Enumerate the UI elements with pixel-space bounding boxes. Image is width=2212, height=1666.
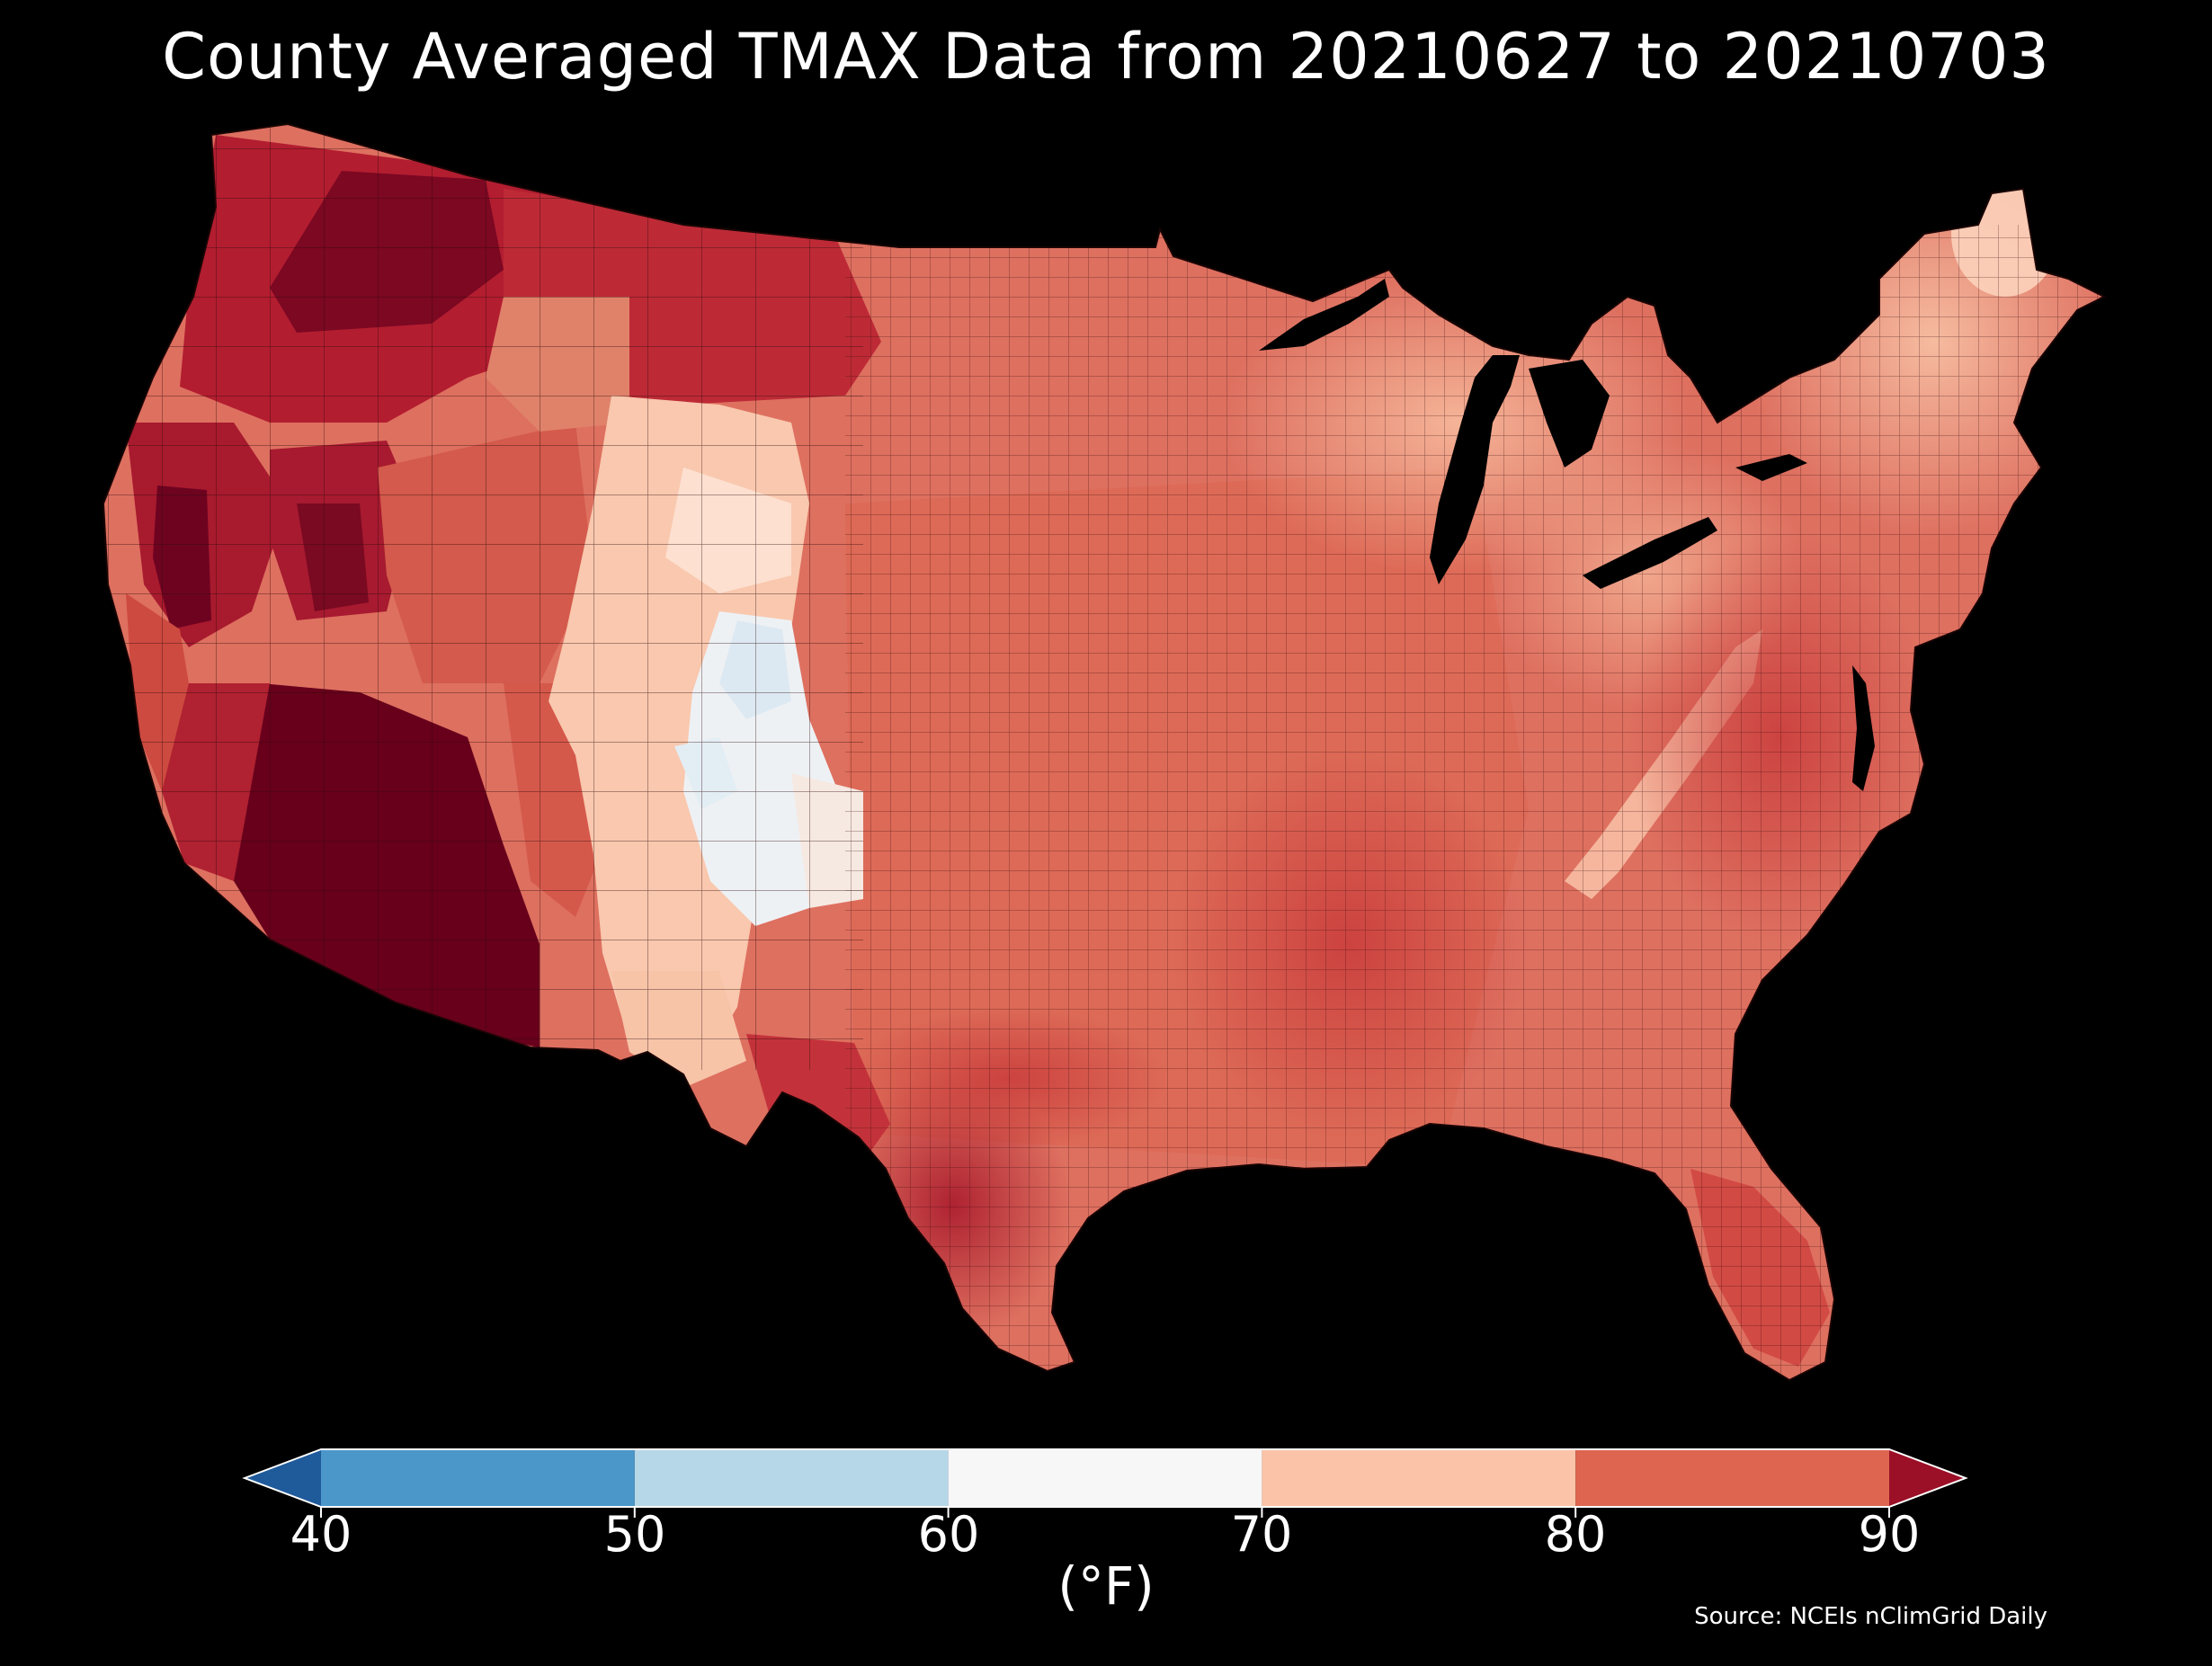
chesapeake-bay (1852, 665, 1875, 791)
colorbar-extend-high (1889, 1449, 1966, 1507)
colorbar-bin-80-90 (1575, 1449, 1889, 1507)
lake-superior (1259, 279, 1389, 351)
colorbar-bin-40-50 (321, 1449, 635, 1507)
colorbar-unit-label: (°F) (1057, 1555, 1155, 1617)
colorbar-bin-70-80 (1262, 1449, 1576, 1507)
source-credit: Source: NCEIs nClimGrid Daily (1694, 1603, 2047, 1630)
colorbar-bin-60-70 (948, 1449, 1262, 1507)
colorbar-bin-50-60 (634, 1449, 949, 1507)
colorbar (242, 1448, 1968, 1518)
colorbar-tick-60: 60 (917, 1506, 980, 1563)
colorbar-tick-80: 80 (1544, 1506, 1607, 1563)
colorbar-extend-low (245, 1449, 321, 1507)
lake-ontario (1735, 454, 1807, 481)
map-title: County Averaged TMAX Data from 20210627 … (162, 20, 2050, 94)
lake-michigan (1430, 355, 1520, 584)
colorbar-tick-70: 70 (1230, 1506, 1293, 1563)
colorbar-tick-90: 90 (1858, 1506, 1921, 1563)
western-county-boundaries (103, 124, 863, 1070)
lake-huron (1529, 360, 1610, 468)
lake-erie (1583, 517, 1717, 589)
colorbar-tick-50: 50 (603, 1506, 666, 1563)
great-lakes (1259, 279, 1807, 589)
colorbar-tick-40: 40 (290, 1506, 352, 1563)
